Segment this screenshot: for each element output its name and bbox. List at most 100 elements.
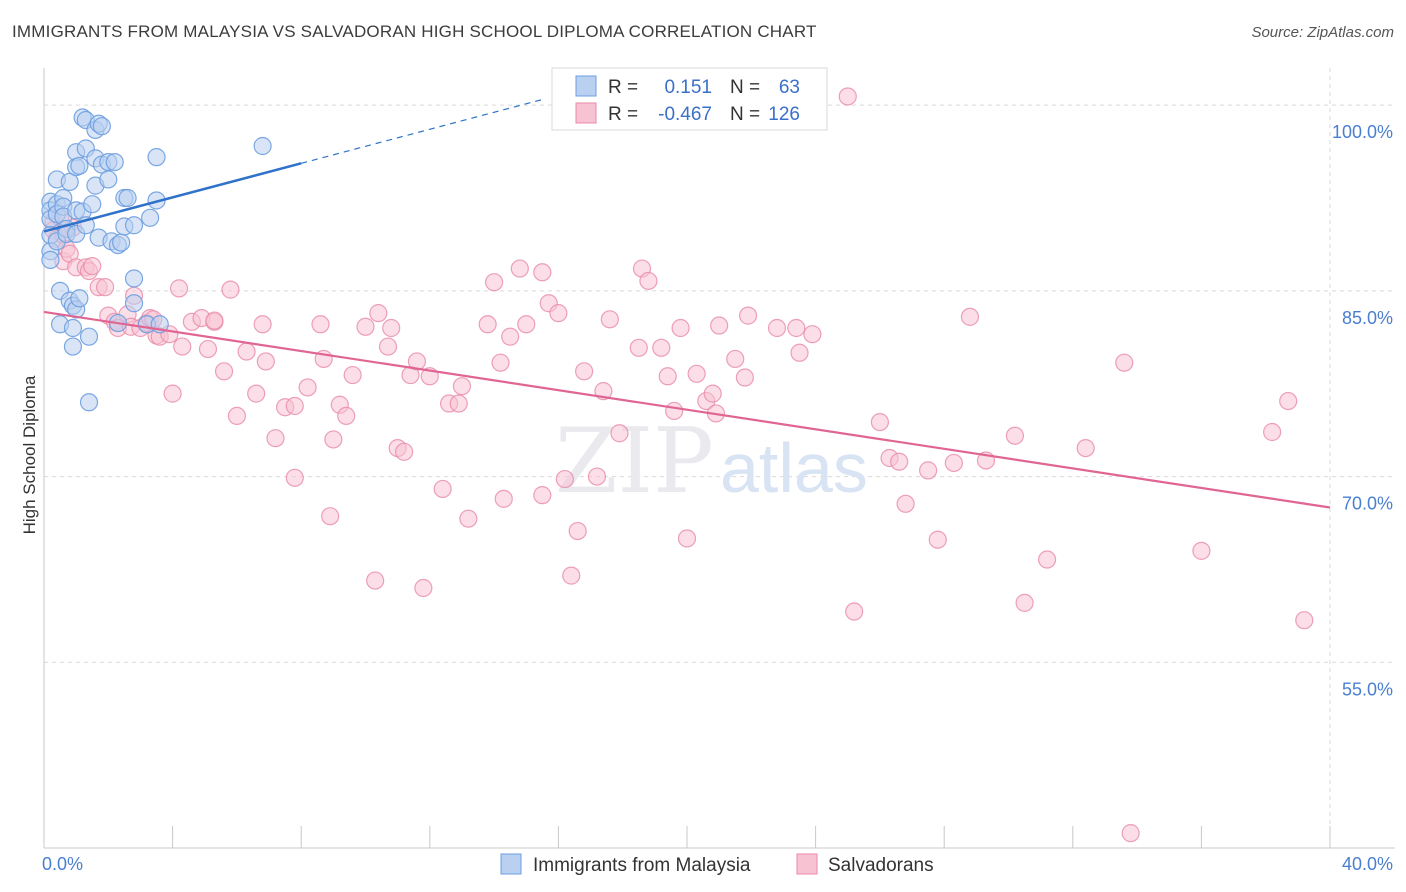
salvadorans-point-56 <box>366 571 385 590</box>
legend-label-salvadorans: Salvadorans <box>828 855 934 876</box>
salvadorans-point-38 <box>227 406 246 426</box>
salvadorans-point-47 <box>298 378 317 397</box>
salvadorans-point-108 <box>790 343 809 362</box>
watermark: ZIP atlas <box>555 409 868 514</box>
legend-r-label-pink: R = <box>608 104 638 125</box>
malaysia-point-62 <box>253 136 272 156</box>
salvadorans-trend-line <box>43 310 1331 509</box>
malaysia-point-34 <box>79 327 99 346</box>
salvadorans-point-118 <box>944 453 963 473</box>
salvadorans-point-112 <box>870 412 890 432</box>
salvadorans-point-45 <box>285 396 304 416</box>
salvadorans-point-103 <box>726 349 745 369</box>
salvadorans-point-106 <box>767 318 787 338</box>
chart-title: IMMIGRANTS FROM MALAYSIA VS SALVADORAN H… <box>12 22 817 41</box>
salvadorans-point-57 <box>369 304 388 323</box>
malaysia-point-36 <box>83 195 102 214</box>
watermark-atlas: atlas <box>720 429 868 507</box>
x-tick-labels: 0.0% 40.0% <box>42 854 1393 874</box>
malaysia-trend-line <box>43 162 302 233</box>
salvadorans-point-79 <box>533 486 552 505</box>
malaysia-point-56 <box>124 294 144 313</box>
salvadorans-point-78 <box>533 263 552 282</box>
malaysia-point-45 <box>99 170 118 189</box>
salvadorans-point-29 <box>169 279 189 298</box>
salvadorans-point-84 <box>568 521 587 541</box>
salvadorans-point-124 <box>1076 438 1095 458</box>
salvadorans-point-114 <box>890 452 909 471</box>
legend-n-value-blue: 63 <box>779 77 800 98</box>
malaysia-point-35 <box>79 393 99 412</box>
malaysia-point-59 <box>147 148 166 167</box>
salvadorans-point-37 <box>221 280 240 299</box>
salvadorans-point-85 <box>575 362 594 381</box>
salvadorans-point-121 <box>1005 426 1025 445</box>
legend-r-value-blue: 0.151 <box>664 77 712 98</box>
y-tick-label-3: 100.0% <box>1332 122 1393 142</box>
salvadorans-point-83 <box>562 566 581 585</box>
legend-r-value-pink: -0.467 <box>658 104 712 125</box>
legend-n-value-pink: 126 <box>768 104 800 125</box>
salvadorans-point-95 <box>665 401 684 421</box>
salvadorans-point-90 <box>629 338 648 357</box>
salvadorans-point-75 <box>501 327 520 346</box>
salvadorans-point-125 <box>1115 353 1134 372</box>
salvadorans-point-55 <box>356 317 375 336</box>
legend-n-label-blue: N = <box>730 77 760 98</box>
salvadorans-point-54 <box>343 365 362 385</box>
malaysia-point-58 <box>140 208 160 227</box>
salvadorans-point-102 <box>710 316 729 335</box>
watermark-zip: ZIP <box>555 409 714 514</box>
legend-swatch-malaysia <box>500 853 522 875</box>
salvadorans-point-64 <box>414 578 433 598</box>
malaysia-trend-extension <box>301 98 543 164</box>
legend-swatch-blue <box>575 75 597 97</box>
salvadorans-point-130 <box>1295 611 1314 630</box>
salvadorans-point-36 <box>214 362 234 381</box>
salvadorans-point-111 <box>845 602 864 621</box>
salvadorans-point-14 <box>95 278 115 297</box>
salvadorans-point-82 <box>555 469 574 489</box>
salvadorans-point-128 <box>1263 422 1282 442</box>
malaysia-point-43 <box>92 117 111 136</box>
x-tick-label-1: 40.0% <box>1342 854 1393 874</box>
malaysia-point-54 <box>124 216 144 235</box>
salvadorans-point-51 <box>324 430 343 449</box>
salvadorans-point-105 <box>738 306 758 325</box>
x-tick-label-0: 0.0% <box>42 854 83 874</box>
salvadorans-point-70 <box>459 509 478 528</box>
salvadorans-point-71 <box>478 315 497 334</box>
salvadorans-point-110 <box>838 87 857 106</box>
salvadorans-point-104 <box>735 368 754 387</box>
y-axis-label: High School Diploma <box>20 375 39 534</box>
salvadorans-point-28 <box>163 384 182 403</box>
salvadorans-point-46 <box>285 468 304 487</box>
malaysia-point-20 <box>63 318 83 338</box>
salvadorans-point-12 <box>83 256 102 276</box>
salvadorans-point-115 <box>896 494 915 513</box>
salvadorans-point-86 <box>587 467 607 486</box>
malaysia-point-5 <box>41 250 60 270</box>
salvadorans-points <box>44 87 1314 843</box>
salvadorans-point-122 <box>1015 593 1034 612</box>
stats-legend-box <box>551 67 828 131</box>
salvadorans-point-126 <box>1121 824 1140 843</box>
y-tick-labels: 55.0% 70.0% 85.0% 100.0% <box>1332 122 1393 699</box>
stats-legend: R = 0.151 N = 63 R = -0.467 N = 126 <box>551 67 828 131</box>
malaysia-point-47 <box>105 152 124 172</box>
y-tick-label-1: 70.0% <box>1342 494 1393 514</box>
salvadorans-point-98 <box>687 364 706 383</box>
salvadorans-point-50 <box>321 507 340 526</box>
salvadorans-point-30 <box>173 337 192 356</box>
series-legend: Immigrants from Malaysia Salvadorans <box>500 853 934 876</box>
malaysia-point-28 <box>70 156 89 175</box>
source-note: Source: ZipAtlas.com <box>1251 24 1394 41</box>
salvadorans-point-61 <box>394 442 414 461</box>
salvadorans-point-88 <box>600 310 619 329</box>
y-tick-label-2: 85.0% <box>1342 308 1393 328</box>
y-tick-label-0: 55.0% <box>1342 679 1393 699</box>
salvadorans-point-92 <box>639 271 658 291</box>
salvadorans-point-117 <box>928 530 947 549</box>
malaysia-point-50 <box>112 233 131 252</box>
